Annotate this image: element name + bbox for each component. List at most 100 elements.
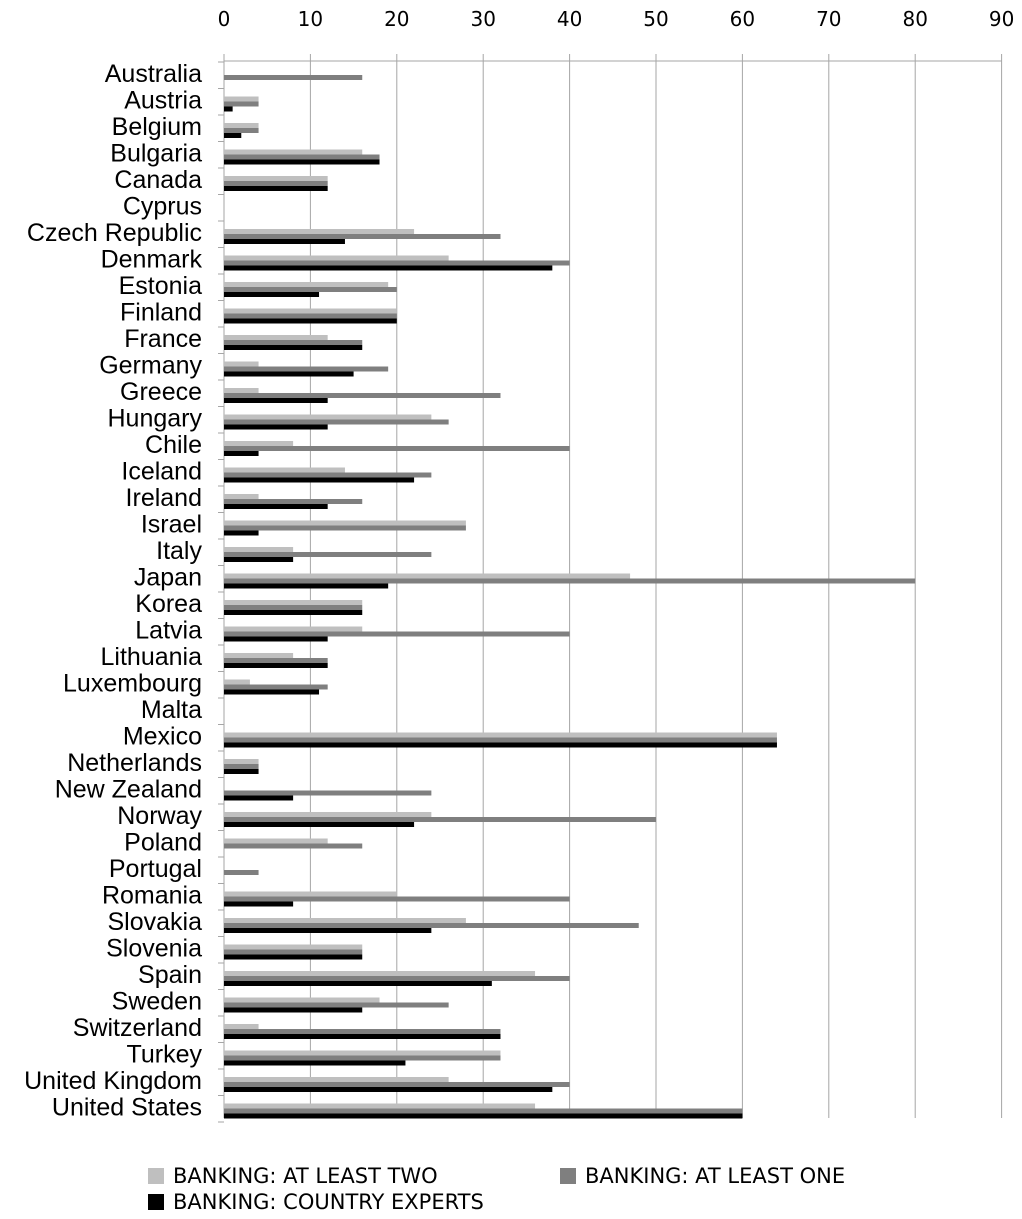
category-label: Netherlands bbox=[67, 749, 202, 777]
bar bbox=[224, 1055, 501, 1061]
x-tick-label: 0 bbox=[218, 7, 231, 31]
bar bbox=[224, 1082, 570, 1087]
bar bbox=[224, 944, 363, 950]
category-label: Ireland bbox=[126, 484, 202, 512]
category-label: Belgium bbox=[112, 113, 202, 141]
category-label: Canada bbox=[114, 166, 202, 194]
category-label: Turkey bbox=[127, 1041, 203, 1069]
bar bbox=[224, 313, 397, 319]
x-tick-label: 80 bbox=[902, 7, 927, 31]
bar bbox=[224, 504, 328, 509]
bar bbox=[224, 552, 432, 557]
bar bbox=[224, 1113, 743, 1119]
x-tick-label: 40 bbox=[557, 7, 582, 31]
legend-item-country-experts: BANKING: COUNTRY EXPERTS bbox=[148, 1190, 484, 1214]
category-label: Australia bbox=[105, 60, 202, 88]
category-label: Japan bbox=[134, 564, 202, 592]
bar bbox=[224, 467, 345, 473]
bar bbox=[224, 525, 466, 531]
bar bbox=[224, 159, 380, 165]
category-label: Slovenia bbox=[106, 935, 202, 963]
bar bbox=[224, 742, 777, 748]
bar bbox=[224, 896, 570, 902]
category-label: Lithuania bbox=[101, 643, 203, 671]
category-label: Mexico bbox=[123, 723, 202, 751]
bar bbox=[224, 732, 777, 738]
bar bbox=[224, 573, 631, 579]
bar bbox=[224, 154, 380, 160]
category-label: United States bbox=[52, 1094, 202, 1122]
category-label: Chile bbox=[145, 431, 202, 459]
bar bbox=[224, 1024, 259, 1029]
bar bbox=[224, 971, 536, 976]
bar bbox=[224, 1108, 743, 1114]
bar bbox=[224, 817, 656, 822]
bar bbox=[224, 954, 363, 960]
bar bbox=[224, 1007, 363, 1013]
bar bbox=[224, 997, 380, 1003]
bar bbox=[224, 578, 916, 584]
bar bbox=[224, 282, 389, 287]
bar bbox=[224, 340, 363, 345]
x-tick-label: 20 bbox=[384, 7, 409, 31]
bar bbox=[224, 769, 259, 774]
bar bbox=[224, 1103, 536, 1109]
bar bbox=[224, 345, 363, 350]
bar bbox=[224, 1077, 449, 1082]
bar bbox=[224, 822, 415, 827]
legend-label-at-least-two: BANKING: AT LEAST TWO bbox=[173, 1164, 438, 1188]
bar bbox=[224, 981, 492, 986]
bar bbox=[224, 631, 570, 637]
category-label: Austria bbox=[124, 87, 202, 115]
bar bbox=[224, 764, 259, 769]
bar bbox=[224, 424, 328, 430]
bar bbox=[224, 636, 328, 642]
category-label: Finland bbox=[120, 299, 202, 327]
category-label: Hungary bbox=[108, 405, 203, 433]
category-label: Korea bbox=[135, 590, 202, 618]
category-label: Cyprus bbox=[123, 193, 202, 221]
bar bbox=[224, 530, 259, 536]
bar bbox=[224, 918, 466, 923]
bar bbox=[224, 812, 432, 817]
category-label: Sweden bbox=[112, 988, 202, 1016]
bar bbox=[224, 663, 328, 668]
category-label: Spain bbox=[138, 961, 202, 989]
bar bbox=[224, 234, 501, 239]
legend-item-at-least-two: BANKING: AT LEAST TWO bbox=[148, 1164, 438, 1188]
bar bbox=[224, 371, 354, 377]
bar bbox=[224, 679, 250, 685]
category-label: Latvia bbox=[135, 617, 202, 645]
bar bbox=[224, 494, 259, 499]
bar bbox=[224, 1002, 449, 1008]
bar bbox=[224, 451, 259, 456]
bar bbox=[224, 583, 389, 589]
x-tick-label: 10 bbox=[298, 7, 323, 31]
bar bbox=[224, 318, 397, 324]
bar bbox=[224, 759, 259, 764]
bar bbox=[224, 446, 570, 451]
category-label: Malta bbox=[141, 696, 202, 724]
bar bbox=[224, 128, 259, 133]
bar bbox=[224, 388, 259, 393]
bar bbox=[224, 870, 259, 875]
bar bbox=[224, 600, 363, 605]
bar bbox=[224, 923, 639, 928]
bar bbox=[224, 610, 363, 615]
category-label: France bbox=[124, 325, 202, 353]
bar bbox=[224, 684, 328, 690]
bar bbox=[224, 133, 242, 138]
bar bbox=[224, 419, 449, 425]
legend-label-country-experts: BANKING: COUNTRY EXPERTS bbox=[173, 1190, 484, 1214]
bar bbox=[224, 976, 570, 981]
bar bbox=[224, 790, 432, 796]
bar bbox=[224, 176, 328, 181]
legend: BANKING: AT LEAST TWO BANKING: AT LEAST … bbox=[0, 1160, 1022, 1219]
bar bbox=[224, 260, 570, 266]
bar bbox=[224, 499, 363, 504]
category-label: United Kingdom bbox=[24, 1067, 202, 1095]
legend-swatch-country-experts bbox=[148, 1194, 164, 1210]
category-label: New Zealand bbox=[55, 776, 202, 804]
legend-item-at-least-one: BANKING: AT LEAST ONE bbox=[560, 1164, 845, 1188]
category-label: Norway bbox=[117, 802, 202, 830]
